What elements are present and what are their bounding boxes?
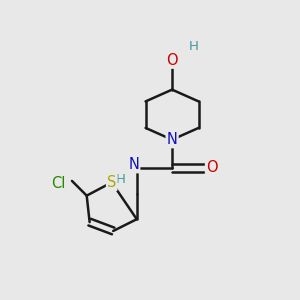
Text: O: O <box>166 53 178 68</box>
Text: O: O <box>206 160 218 175</box>
Text: Cl: Cl <box>52 176 66 191</box>
Text: H: H <box>116 173 125 186</box>
Text: S: S <box>107 175 116 190</box>
Text: N: N <box>167 132 178 147</box>
Text: H: H <box>189 40 199 53</box>
Text: N: N <box>128 157 139 172</box>
